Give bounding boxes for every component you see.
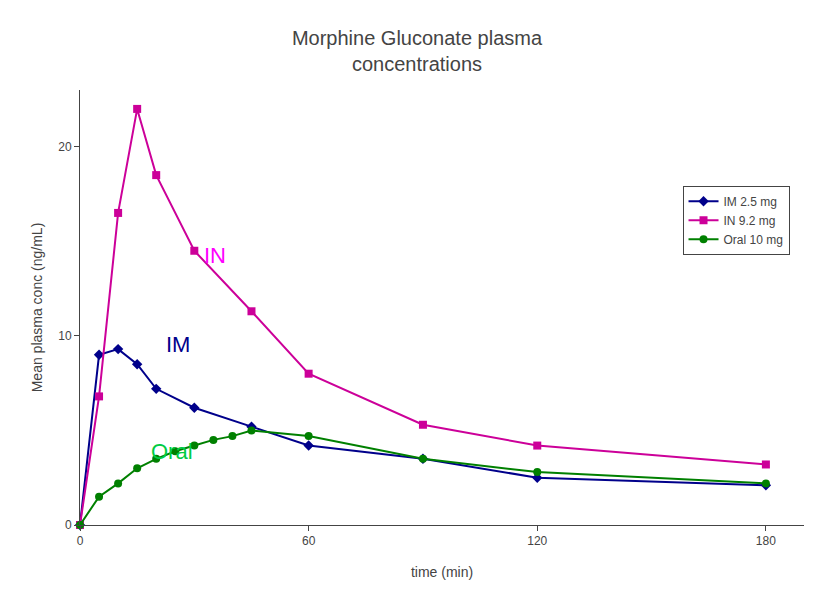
svg-text:60: 60 bbox=[302, 534, 316, 548]
svg-text:Oral 10 mg: Oral 10 mg bbox=[724, 233, 783, 247]
svg-text:120: 120 bbox=[527, 534, 547, 548]
svg-text:180: 180 bbox=[756, 534, 776, 548]
svg-text:IN 9.2 mg: IN 9.2 mg bbox=[724, 214, 776, 228]
svg-text:IM 2.5 mg: IM 2.5 mg bbox=[724, 195, 777, 209]
svg-text:Mean plasma conc (ng/mL): Mean plasma conc (ng/mL) bbox=[29, 223, 45, 393]
svg-text:IM: IM bbox=[166, 332, 190, 357]
svg-text:Oral: Oral bbox=[151, 439, 193, 464]
svg-text:10: 10 bbox=[58, 329, 72, 343]
svg-text:20: 20 bbox=[58, 140, 72, 154]
svg-text:Morphine Gluconate plasmaconce: Morphine Gluconate plasmaconcentrations bbox=[292, 27, 543, 75]
svg-text:0: 0 bbox=[77, 534, 84, 548]
svg-text:IN: IN bbox=[204, 243, 226, 268]
svg-text:0: 0 bbox=[65, 518, 72, 532]
svg-text:time (min): time (min) bbox=[411, 564, 473, 580]
